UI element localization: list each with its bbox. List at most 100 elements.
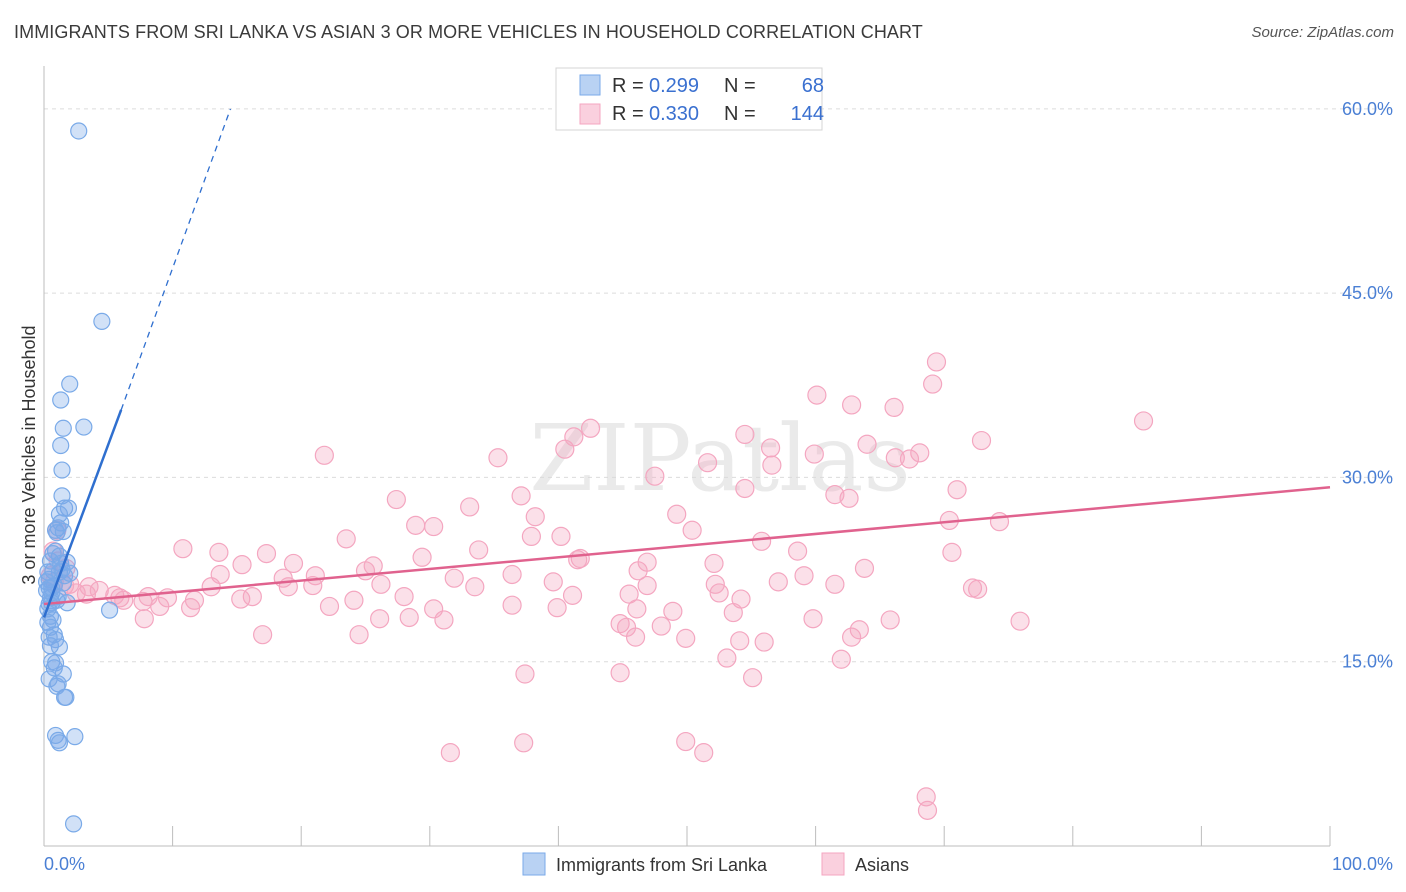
asians-point	[645, 466, 665, 486]
legend-n-value-1: 68	[802, 75, 824, 97]
legend-r-value-2: 0.330	[649, 103, 699, 125]
asians-point	[424, 516, 444, 537]
legend-n-label-1: N =	[724, 75, 756, 97]
sri-lanka-point	[59, 499, 78, 517]
chart-title: IMMIGRANTS FROM SRI LANKA VS ASIAN 3 OR …	[14, 22, 923, 42]
asians-point	[717, 648, 737, 668]
asians-point	[336, 529, 356, 549]
asians-point	[768, 572, 788, 592]
asians-point	[682, 520, 702, 540]
sri-lanka-point	[54, 419, 72, 437]
asians-point	[394, 586, 414, 607]
asians-point	[344, 590, 364, 610]
asians-point	[444, 568, 464, 588]
asians-point	[231, 589, 251, 609]
asians-point	[787, 541, 808, 561]
asians-point	[760, 438, 781, 458]
asians-point	[751, 531, 772, 551]
asians-trend-line	[43, 486, 1331, 606]
asians-point	[181, 598, 201, 618]
asians-point	[232, 555, 252, 575]
sri-lanka-point	[64, 815, 83, 833]
asians-point	[803, 609, 823, 629]
asians-point	[709, 583, 729, 603]
asians-point	[754, 632, 774, 652]
asians-point	[625, 627, 646, 647]
asians-point	[628, 561, 648, 581]
legend-r-label-1: R =	[612, 75, 644, 97]
legend-n-value-2: 144	[791, 103, 824, 125]
asians-point	[627, 599, 647, 619]
asians-point	[514, 733, 534, 753]
asians-point	[555, 439, 575, 459]
bottom-legend: Immigrants from Sri Lanka Asians	[522, 852, 909, 876]
asians-point	[201, 577, 221, 597]
asians-point	[831, 649, 851, 669]
bottom-legend-label-asians: Asians	[855, 855, 909, 875]
chart-source: Source: ZipAtlas.com	[1251, 24, 1394, 41]
asians-point	[880, 610, 900, 630]
asians-point	[386, 489, 406, 510]
sri-lanka-point	[44, 544, 62, 563]
asians-point	[854, 558, 875, 578]
grid-layer	[44, 108, 1392, 663]
sri-lanka-point	[50, 638, 69, 656]
asians-point	[742, 668, 763, 688]
asians-point	[910, 443, 930, 463]
asians-point	[562, 585, 583, 605]
asians-point	[79, 577, 99, 597]
x-tick-label-min: 0.0%	[44, 854, 85, 874]
asians-point	[730, 631, 750, 651]
asians-point	[488, 448, 508, 468]
asians-point	[804, 444, 824, 464]
series-sri-lanka-points	[37, 122, 119, 833]
sri-lanka-point	[66, 728, 84, 746]
asians-point	[209, 542, 229, 562]
asians-point	[256, 543, 277, 564]
asians-point	[857, 434, 877, 454]
trend-layer	[42, 108, 1331, 618]
asians-point	[570, 548, 590, 569]
asians-point	[762, 455, 782, 475]
asians-point	[849, 620, 869, 640]
asians-point	[884, 397, 904, 417]
asians-point	[399, 607, 419, 628]
axis-layer: 15.0% 30.0% 45.0% 60.0% 0.0% 100.0%	[43, 66, 1393, 874]
legend-swatch-asians	[579, 103, 601, 125]
asians-point	[580, 418, 601, 438]
asians-point	[735, 424, 755, 445]
legend-swatch-sri-lanka	[579, 74, 601, 96]
asians-point	[610, 663, 630, 683]
asians-point	[543, 572, 563, 592]
asians-point	[694, 743, 714, 763]
asians-point	[349, 625, 369, 645]
asians-point	[1010, 611, 1030, 631]
asians-point	[283, 553, 304, 574]
asians-point	[434, 610, 454, 630]
asians-point	[412, 547, 432, 567]
asians-point	[663, 601, 683, 621]
asians-point	[547, 598, 567, 618]
asians-point	[173, 539, 193, 559]
sri-lanka-point	[70, 122, 88, 140]
asians-point	[511, 486, 531, 506]
asians-point	[971, 430, 992, 451]
asians-point	[150, 596, 170, 617]
sri-lanka-point	[93, 312, 111, 330]
asians-point	[465, 577, 485, 597]
asians-point	[406, 515, 426, 535]
bottom-legend-label-sri-lanka: Immigrants from Sri Lanka	[556, 855, 768, 875]
sri-lanka-point	[53, 461, 71, 479]
sri-lanka-point	[100, 601, 119, 619]
asians-point	[502, 564, 522, 585]
asians-point	[704, 553, 724, 574]
asians-point	[899, 449, 920, 469]
asians-point	[319, 596, 340, 617]
bottom-legend-swatch-sri-lanka	[522, 852, 546, 876]
asians-point	[651, 616, 671, 636]
series-asians-points	[40, 352, 1154, 820]
sri-lanka-point	[61, 375, 79, 393]
asians-point	[619, 584, 639, 604]
y-tick-label: 15.0%	[1342, 652, 1393, 672]
asians-point	[371, 574, 391, 594]
